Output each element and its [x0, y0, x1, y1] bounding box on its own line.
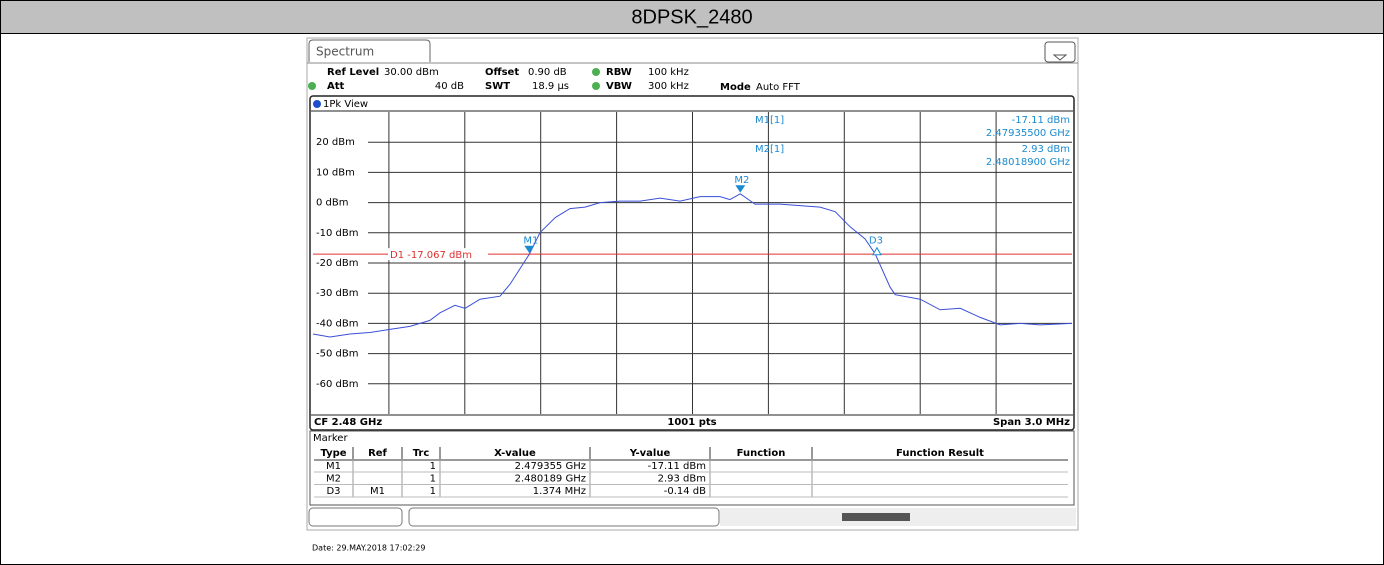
- label-bg: [388, 248, 488, 261]
- y-tick-label: -30 dBm: [316, 288, 358, 299]
- table-cell: M1: [326, 461, 341, 472]
- setting-value: 18.9 µs: [532, 81, 569, 92]
- y-tick-label: -50 dBm: [316, 349, 358, 360]
- table-cell: M2: [326, 474, 341, 485]
- setting-label: VBW: [606, 81, 632, 92]
- indicator: [592, 82, 600, 90]
- marker-table-title: Marker: [313, 433, 348, 444]
- marker-label: D3: [869, 236, 883, 247]
- view-label: 1Pk View: [323, 99, 368, 110]
- table-cell: 2.93 dBm: [658, 474, 706, 485]
- table-cell: 2.479355 GHz: [515, 461, 586, 472]
- marker: [735, 185, 746, 193]
- trace-indicator: [313, 100, 321, 108]
- marker-label: M1: [523, 235, 538, 246]
- setting-value: 30.00 dBm: [384, 67, 439, 78]
- setting-value: 300 kHz: [648, 81, 689, 92]
- y-tick-label: -40 dBm: [316, 318, 358, 329]
- setting-label: Ref Level: [327, 67, 379, 78]
- setting-label: RBW: [606, 67, 632, 78]
- span: Span 3.0 MHz: [993, 417, 1070, 428]
- setting-value: Auto FFT: [756, 82, 801, 93]
- y-tick-label: 10 dBm: [316, 167, 355, 178]
- y-tick-label: -10 dBm: [316, 228, 358, 239]
- status-field: [408, 507, 720, 527]
- readout-level: 2.93 dBm: [1022, 144, 1070, 155]
- setting-value: 0.90 dB: [528, 67, 567, 78]
- table-cell: 2.480189 GHz: [515, 474, 586, 485]
- marker: [524, 245, 535, 254]
- setting-label: Att: [327, 81, 345, 92]
- tab-label: Spectrum: [316, 45, 374, 59]
- date: Date: 29.MAY.2018 17:02:29: [312, 544, 425, 553]
- readout-freq: 2.48018900 GHz: [986, 157, 1070, 168]
- readout-name: M2[1]: [755, 144, 784, 155]
- marker-label: M2: [734, 175, 749, 186]
- setting-value: 100 kHz: [648, 67, 689, 78]
- setting-label: Offset: [485, 67, 519, 78]
- points: 1001 pts: [667, 417, 716, 428]
- y-tick-label: 0 dBm: [316, 198, 349, 209]
- readout-name: M1[1]: [755, 115, 784, 126]
- table-header: Function: [737, 448, 786, 459]
- indicator: [308, 82, 316, 90]
- table-cell: M1: [370, 486, 385, 497]
- display-line-label: D1 -17.067 dBm: [390, 250, 472, 261]
- table-cell: D3: [326, 486, 340, 497]
- progress: [842, 513, 910, 521]
- table-header: Trc: [413, 448, 430, 459]
- setting-label: Mode: [720, 82, 751, 93]
- y-tick-label: -60 dBm: [316, 379, 358, 390]
- title-bar: [0, 0, 1384, 34]
- readout-level: -17.11 dBm: [1012, 115, 1070, 126]
- table-header: Function Result: [896, 448, 984, 459]
- tab: [308, 39, 431, 62]
- table-header: Type: [320, 448, 346, 459]
- setting-label: SWT: [485, 81, 510, 92]
- page-title: 8DPSK_2480: [631, 6, 752, 28]
- y-tick-label: 20 dBm: [316, 137, 355, 148]
- table-header: X-value: [494, 448, 536, 459]
- table-cell: 1.374 MHz: [533, 486, 586, 497]
- table-cell: 1: [430, 461, 436, 472]
- y-tick-label: -20 dBm: [316, 258, 358, 269]
- indicator: [592, 68, 600, 76]
- trace: [312, 193, 1073, 338]
- table-header: Y-value: [629, 448, 671, 459]
- table-cell: -0.14 dB: [664, 486, 706, 497]
- table-cell: -17.11 dBm: [648, 461, 706, 472]
- marker-table-frame: [309, 430, 1075, 506]
- menu-button[interactable]: [1044, 41, 1076, 63]
- menu-icon: [1052, 54, 1068, 61]
- status-field: [308, 507, 403, 527]
- table-cell: 1: [430, 474, 436, 485]
- readout-freq: 2.47935500 GHz: [986, 128, 1070, 139]
- table-cell: 1: [430, 486, 436, 497]
- setting-value: 40 dB: [435, 81, 464, 92]
- center-frequency: CF 2.48 GHz: [314, 417, 382, 428]
- table-header: Ref: [368, 448, 387, 459]
- marker: [872, 246, 882, 256]
